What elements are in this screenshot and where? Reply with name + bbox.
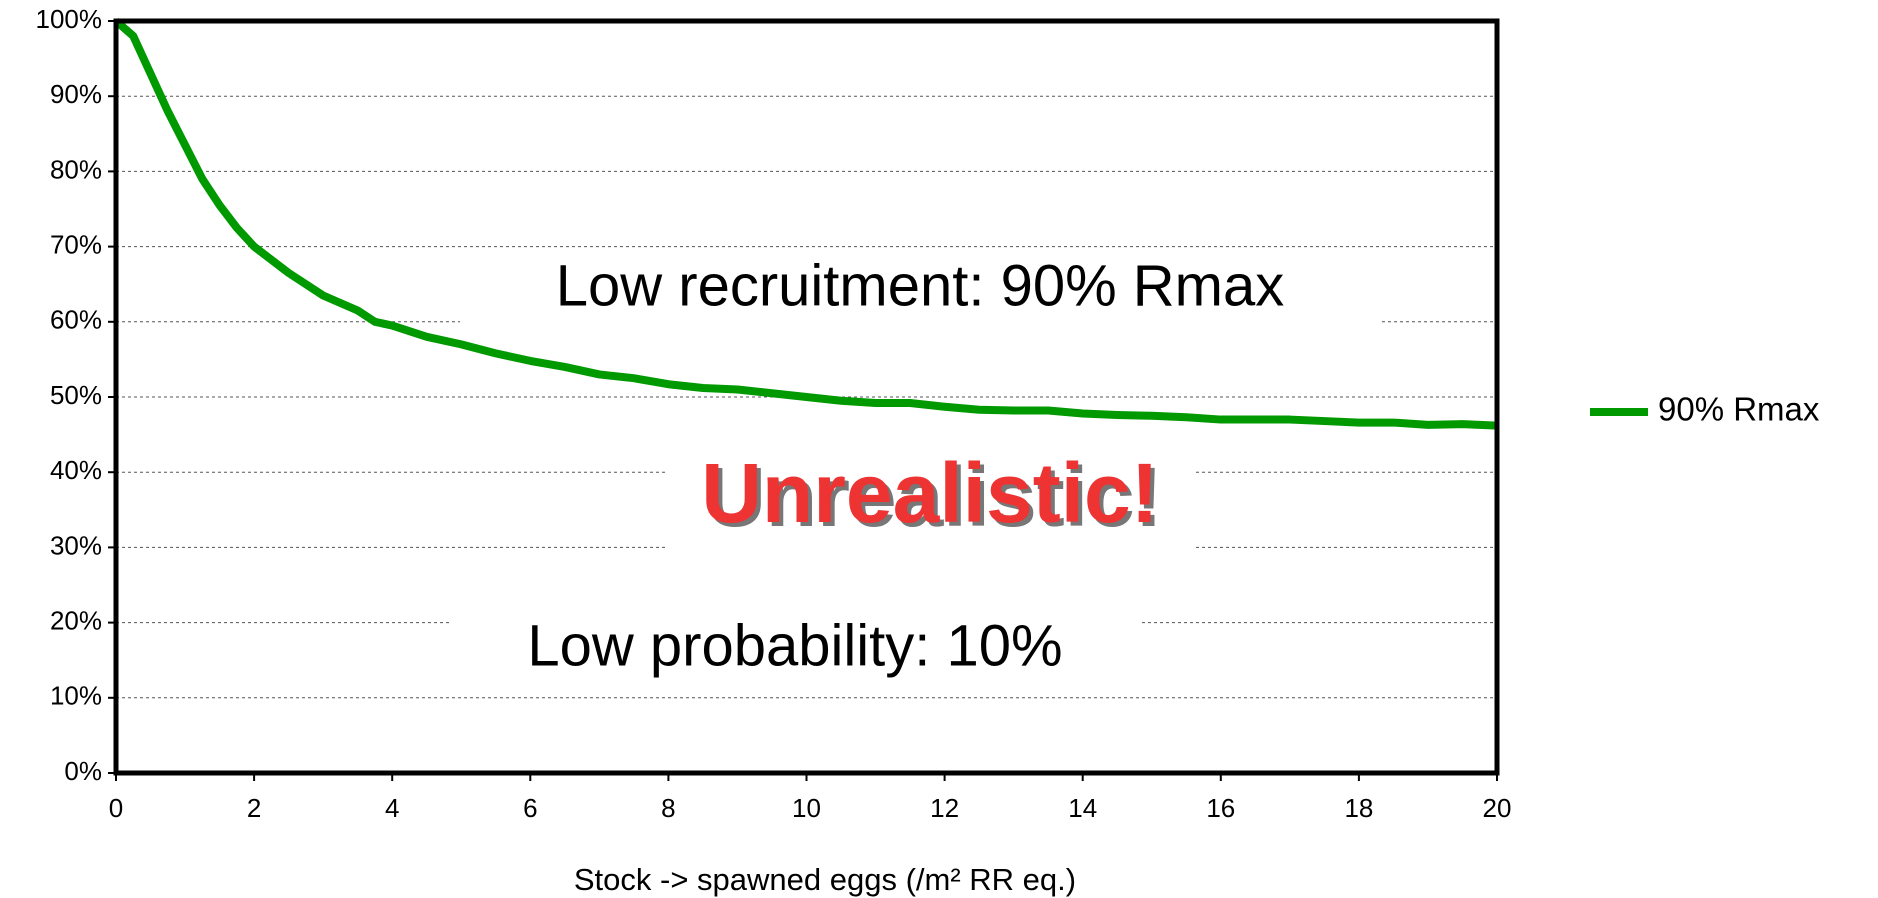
x-axis-label: Stock -> spawned eggs (/m² RR eq.) <box>574 862 1076 897</box>
y-tick-label: 40% <box>50 455 102 485</box>
legend-label: 90% Rmax <box>1658 391 1820 428</box>
y-tick-label: 30% <box>50 530 102 560</box>
annotation: Low recruitment: 90% Rmax <box>556 253 1284 318</box>
x-tick-label: 4 <box>385 793 399 823</box>
x-tick-label: 18 <box>1344 793 1373 823</box>
y-tick-label: 100% <box>36 4 103 34</box>
annotation: Unrealistic! <box>701 446 1159 540</box>
y-tick-label: 50% <box>50 380 102 410</box>
annotation: Low probability: 10% <box>527 613 1062 678</box>
y-tick-label: 90% <box>50 79 102 109</box>
y-tick-label: 0% <box>64 756 102 786</box>
x-tick-label: 8 <box>661 793 675 823</box>
x-tick-label: 10 <box>792 793 821 823</box>
x-tick-label: 2 <box>247 793 261 823</box>
y-tick-label: 10% <box>50 681 102 711</box>
annotation-box <box>449 608 1141 692</box>
annotation-box <box>460 251 1380 329</box>
x-tick-label: 16 <box>1206 793 1235 823</box>
x-tick-label: 20 <box>1483 793 1512 823</box>
y-tick-label: 60% <box>50 305 102 335</box>
y-tick-label: 20% <box>50 605 102 635</box>
y-tick-label: 70% <box>50 229 102 259</box>
x-tick-label: 14 <box>1068 793 1097 823</box>
y-tick-label: 80% <box>50 154 102 184</box>
annotation-shadow: Unrealistic! <box>705 450 1163 544</box>
x-tick-label: 12 <box>930 793 959 823</box>
x-tick-label: 6 <box>523 793 537 823</box>
data-line <box>113 17 1498 430</box>
x-tick-label: 0 <box>109 793 123 823</box>
annotation-box <box>667 452 1193 548</box>
plot-frame <box>113 18 1500 776</box>
